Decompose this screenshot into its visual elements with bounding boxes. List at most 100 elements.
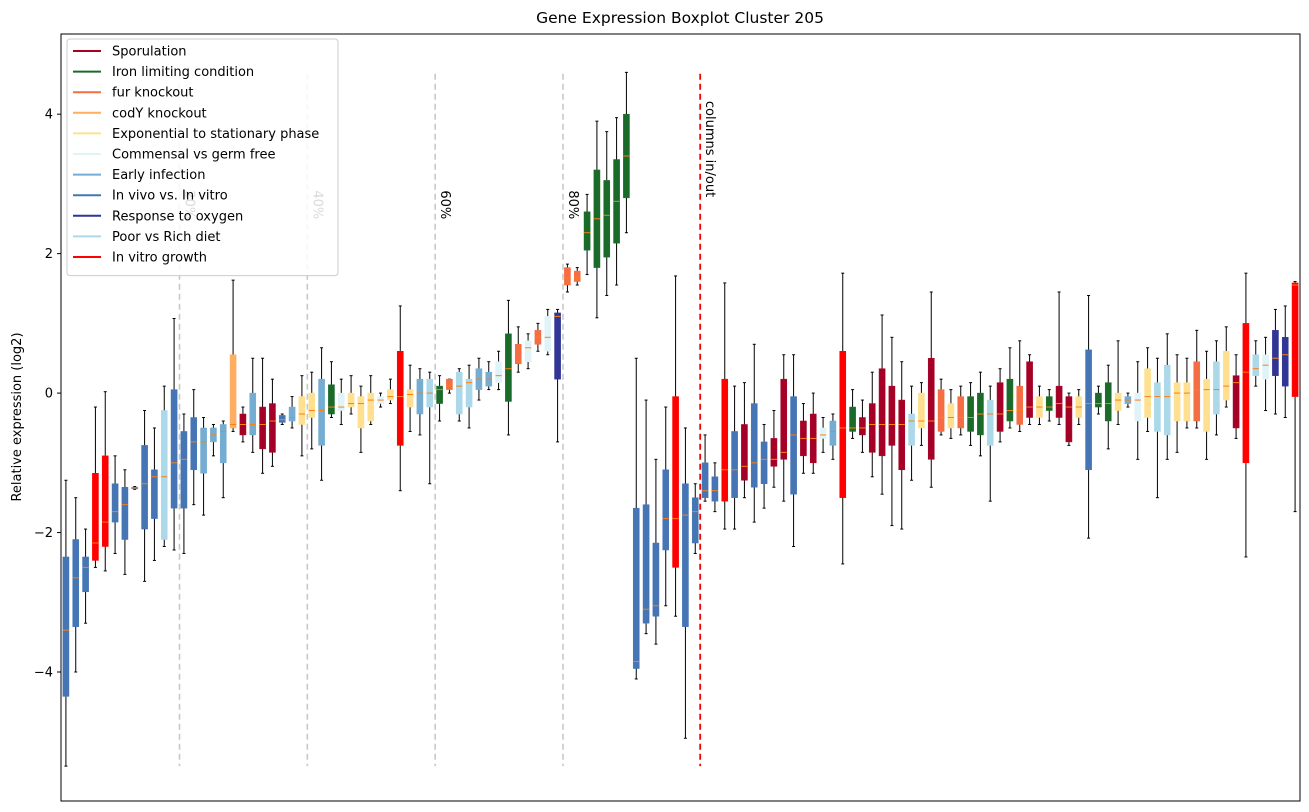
box-body	[878, 368, 886, 457]
box-body	[72, 539, 80, 627]
box-item	[800, 403, 807, 474]
box-body	[927, 357, 935, 460]
box-item	[298, 375, 306, 457]
box-body	[141, 445, 148, 530]
legend-label: Commensal vs germ free	[112, 148, 275, 163]
box-item	[1163, 333, 1171, 460]
box-item	[967, 382, 974, 446]
box-body	[1055, 385, 1063, 418]
box-body	[259, 406, 266, 450]
box-body	[1163, 364, 1171, 436]
legend-label: Sporulation	[112, 45, 187, 60]
box-item	[406, 364, 414, 432]
box-body	[642, 504, 650, 624]
box-item	[564, 263, 571, 293]
box-item	[426, 371, 434, 485]
box-item	[927, 291, 935, 488]
box-item	[200, 417, 207, 516]
box-body	[524, 340, 532, 362]
legend-label: Response to oxygen	[112, 209, 243, 224]
box-item	[1232, 354, 1240, 439]
box-body	[986, 399, 994, 446]
box-item	[82, 528, 89, 624]
box-item	[996, 368, 1004, 443]
box-item	[455, 368, 463, 422]
box-body	[868, 403, 876, 453]
box-body	[455, 371, 463, 415]
box-item	[1213, 340, 1220, 436]
y-tick-label: 0	[45, 387, 53, 402]
box-body	[318, 378, 325, 446]
box-body	[750, 403, 758, 488]
box-body	[603, 180, 611, 258]
legend-item: fur knockout	[73, 86, 194, 101]
box-item	[475, 357, 483, 401]
legend-item: Commensal vs germ free	[73, 148, 275, 163]
box-item	[278, 413, 286, 425]
box-item	[977, 371, 984, 457]
box-body	[111, 483, 119, 523]
box-body	[298, 396, 306, 425]
legend-item: Exponential to stationary phase	[73, 127, 319, 142]
box-body	[701, 462, 709, 498]
box-body	[790, 396, 797, 495]
box-item	[180, 413, 188, 554]
box-body	[770, 438, 778, 467]
box-body	[1173, 382, 1181, 422]
box-item	[219, 420, 227, 499]
box-item	[839, 272, 847, 565]
box-item	[1193, 329, 1201, 429]
box-item	[544, 308, 552, 356]
box-item	[1055, 291, 1063, 425]
box-item	[62, 479, 70, 767]
box-item	[603, 131, 611, 296]
box-item	[682, 427, 689, 739]
box-item	[731, 385, 738, 530]
box-body	[180, 431, 188, 509]
box-item	[701, 434, 709, 502]
legend-item: Early infection	[73, 168, 205, 183]
box-item	[721, 282, 729, 530]
box-body	[1045, 396, 1053, 411]
box-body	[1144, 368, 1151, 418]
divider-label: columns in/out	[702, 101, 717, 197]
box-body	[859, 417, 866, 436]
box-body	[1252, 354, 1260, 376]
box-body	[229, 354, 237, 429]
box-item	[1006, 347, 1014, 429]
box-item	[288, 396, 296, 429]
box-item	[259, 357, 266, 474]
legend-item: In vitro growth	[73, 251, 207, 266]
box-body	[1026, 361, 1033, 418]
box-item	[170, 317, 178, 551]
box-item	[210, 423, 217, 457]
box-body	[1016, 385, 1024, 425]
box-body	[249, 392, 257, 436]
box-body	[200, 427, 207, 474]
box-item	[485, 361, 493, 391]
box-body	[760, 441, 768, 484]
box-body	[819, 427, 827, 439]
legend-item: In vivo vs. In vitro	[73, 189, 228, 204]
percentile-label: 60%	[437, 190, 452, 219]
legend-item: codY knockout	[73, 106, 207, 121]
box-body	[337, 392, 345, 411]
box-body	[662, 469, 670, 551]
box-item	[367, 375, 375, 425]
box-body	[151, 469, 158, 519]
legend-label: codY knockout	[112, 106, 207, 121]
box-item	[1134, 361, 1142, 460]
box-body	[849, 406, 856, 432]
box-item	[1114, 340, 1122, 425]
box-item	[72, 497, 80, 673]
box-body	[465, 378, 473, 408]
box-body	[357, 396, 365, 429]
box-body	[1006, 378, 1014, 422]
box-item	[396, 305, 404, 492]
box-item	[1183, 357, 1191, 429]
box-body	[721, 378, 729, 502]
box-item	[1242, 272, 1250, 558]
box-body	[101, 455, 109, 547]
percentile-label: 80%	[565, 190, 580, 219]
box-item	[691, 483, 699, 554]
